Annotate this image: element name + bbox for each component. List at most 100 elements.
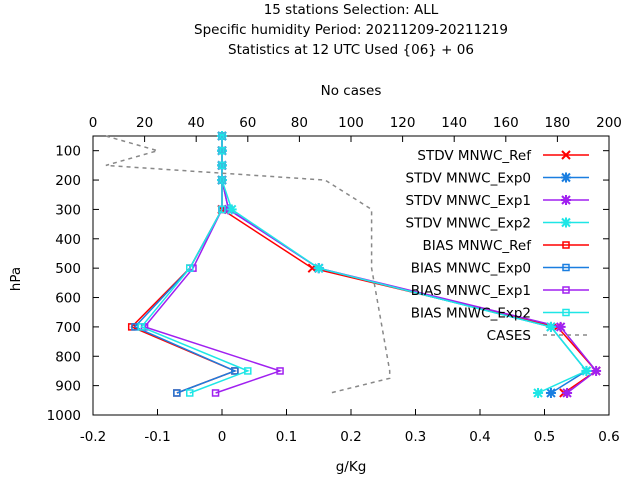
data-point	[562, 387, 573, 398]
legend: STDV MNWC_Ref STDV MNWC_Exp0 STDV MNWC_Exp…	[406, 148, 589, 344]
data-point	[562, 241, 570, 249]
x2-tick-label: 40	[188, 115, 205, 131]
data-point	[218, 176, 226, 184]
point-square	[244, 367, 252, 375]
y-tick-label: 900	[55, 379, 81, 395]
legend-label: CASES	[487, 328, 531, 344]
legend-label: STDV MNWC_Ref	[417, 148, 532, 164]
point-square	[218, 161, 226, 170]
y-tick-label: 1000	[47, 408, 81, 424]
data-point	[581, 365, 592, 376]
title-line: Statistics at 12 UTC Used {06} + 06	[228, 42, 474, 58]
point-square	[211, 389, 220, 397]
x2-tick-label: 0	[89, 115, 98, 131]
x-tick-label: 0.4	[469, 429, 490, 445]
axis-ticks: -0.2 -0.1 0 0.1 0.2 0.3 0.4 0.5 0.6 0 20 40 60 80 100 1…	[47, 115, 622, 445]
data-point	[562, 263, 570, 272]
data-point	[218, 205, 226, 214]
x2-tick-label: 120	[390, 115, 416, 131]
data-point	[561, 172, 571, 183]
y-tick-label: 100	[55, 144, 81, 160]
data-point	[562, 286, 570, 294]
x-tick-label: 0.5	[534, 429, 555, 445]
point-square	[218, 176, 226, 184]
y-tick-label: 800	[55, 349, 81, 365]
x2-tick-label: 140	[441, 115, 467, 131]
y-tick-label: 300	[55, 202, 81, 218]
series-line	[221, 136, 588, 394]
x-tick-label: 0.3	[405, 429, 426, 445]
data-point	[533, 387, 544, 398]
point-square	[562, 241, 570, 249]
legend-label: BIAS MNWC_Ref	[423, 238, 533, 254]
x2-tick-label: 160	[493, 115, 519, 131]
series-line	[143, 136, 283, 394]
data-point	[276, 367, 284, 375]
data-point	[218, 132, 226, 140]
title-line: Specific humidity Period: 20211209-20211…	[194, 22, 508, 38]
x-axis-label: g/Kg	[336, 459, 367, 475]
series-stdv-exp2	[217, 131, 592, 398]
series-line	[130, 136, 237, 394]
point-square	[186, 264, 194, 272]
point-square	[218, 132, 226, 140]
series-line	[221, 136, 588, 394]
x-tick-label: -0.1	[144, 429, 170, 445]
series-bias-exp2	[137, 132, 252, 397]
legend-label: STDV MNWC_Exp2	[406, 216, 531, 232]
chart-title: 15 stations Selection: ALL Specific humid…	[194, 2, 508, 58]
x2-tick-label: 60	[239, 115, 256, 131]
point-square	[186, 389, 194, 397]
series-line	[133, 136, 237, 394]
point-square	[218, 146, 226, 155]
point-square	[231, 367, 239, 375]
data-point	[226, 204, 237, 215]
y-tick-label: 400	[55, 232, 81, 248]
x2-tick-label: 200	[596, 115, 622, 131]
y-tick-label: 600	[55, 291, 81, 307]
data-point	[545, 387, 556, 398]
data-point	[555, 321, 566, 332]
point-square	[562, 308, 570, 317]
legend-label: BIAS MNWC_Exp2	[411, 306, 531, 322]
data-point	[231, 367, 239, 375]
point-square	[218, 205, 226, 214]
x2-tick-label: 180	[545, 115, 571, 131]
legend-label: BIAS MNWC_Exp1	[411, 283, 531, 299]
point-square	[276, 367, 284, 375]
legend-label: STDV MNWC_Exp0	[406, 171, 531, 187]
data-point	[562, 308, 570, 317]
y-tick-label: 700	[55, 320, 81, 336]
x-tick-label: 0.6	[598, 429, 619, 445]
x2-tick-label: 80	[291, 115, 308, 131]
x2-tick-label: 20	[136, 115, 153, 131]
y-axis-label: hPa	[8, 267, 24, 291]
point-square	[562, 263, 570, 272]
series-cases	[105, 135, 391, 394]
x-tick-label: 0	[218, 429, 227, 445]
data-point	[313, 263, 324, 274]
data-point	[561, 195, 571, 205]
data-point	[591, 365, 602, 376]
data-point	[545, 321, 556, 332]
data-point	[186, 389, 194, 397]
legend-label: BIAS MNWC_Exp0	[411, 261, 531, 277]
data-point	[137, 323, 146, 331]
point-square	[173, 389, 181, 397]
point-square	[562, 286, 570, 294]
data-point	[173, 389, 181, 397]
series-layer	[105, 131, 602, 398]
point-square	[137, 323, 146, 331]
y-tick-label: 500	[55, 261, 81, 277]
series-line	[140, 136, 250, 394]
title-line: 15 stations Selection: ALL	[264, 2, 439, 18]
data-point	[218, 161, 226, 170]
y-tick-label: 200	[55, 173, 81, 189]
top-axis-label: No cases	[321, 83, 382, 99]
x-tick-label: 0.2	[340, 429, 361, 445]
series-line	[105, 135, 391, 394]
data-point	[218, 146, 226, 155]
series-stdv-exp0	[217, 131, 592, 398]
x2-tick-label: 100	[338, 115, 364, 131]
x-tick-label: 0.1	[276, 429, 297, 445]
